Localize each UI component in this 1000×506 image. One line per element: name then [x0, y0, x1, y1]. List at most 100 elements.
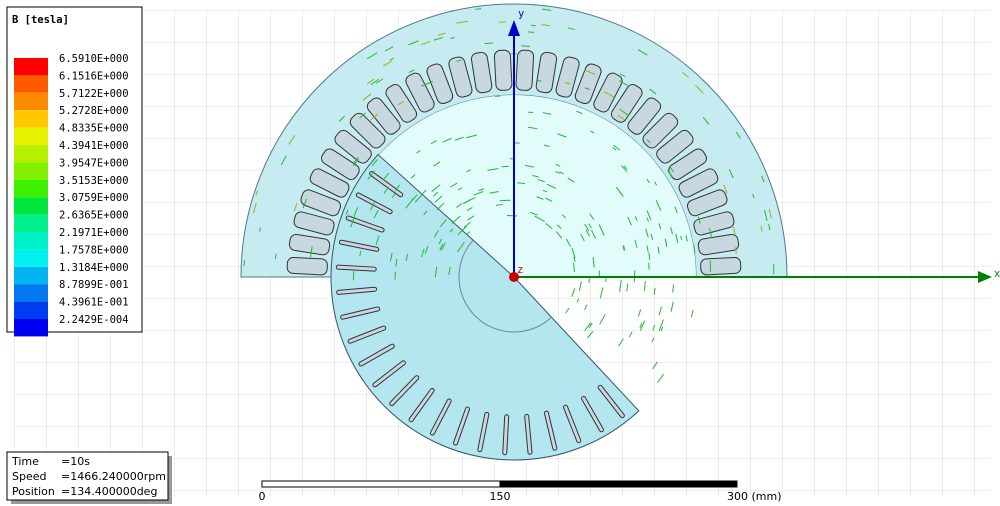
legend-label: 4.3961E-001 — [59, 297, 129, 309]
info-value: =134.400000deg — [61, 485, 157, 498]
legend-label: 3.9547E+000 — [59, 157, 129, 169]
flux-vector — [433, 36, 444, 41]
stator-slot — [405, 72, 435, 113]
flux-vector — [389, 252, 393, 262]
flux-vector — [359, 112, 366, 119]
rotor-bar-fill — [598, 385, 624, 418]
stator-slot — [366, 97, 401, 135]
flux-vector — [366, 78, 375, 85]
flux-vector — [567, 27, 575, 31]
info-key: Position — [12, 485, 55, 498]
flux-vector — [537, 80, 542, 82]
flux-vector — [670, 301, 674, 312]
flux-vector — [653, 288, 656, 295]
flux-vector — [561, 214, 567, 219]
y-axis-label: y — [518, 8, 524, 20]
stator-slot — [288, 233, 331, 256]
flux-vector — [373, 209, 379, 219]
flux-vector — [382, 172, 390, 181]
flux-vector — [369, 202, 375, 211]
flux-vector — [675, 233, 679, 244]
stator-slot — [555, 56, 580, 98]
flux-vector — [527, 126, 538, 130]
flux-vector — [384, 46, 394, 52]
rotor-bar-fill — [564, 405, 581, 443]
flux-vector — [584, 304, 588, 311]
flux-vector — [571, 247, 576, 259]
machine-geometry — [240, 3, 788, 461]
z-axis-label: z — [517, 264, 523, 276]
flux-vector — [437, 32, 446, 36]
legend-swatch — [14, 145, 48, 163]
legend-swatch — [14, 127, 48, 145]
legend-title: B [tesla] — [12, 14, 69, 26]
flux-vector — [457, 187, 463, 191]
flux-vector — [408, 69, 415, 74]
flux-vector — [416, 150, 421, 154]
rotor-bar-fill — [478, 412, 489, 452]
stator-slot — [349, 112, 386, 149]
flux-vector — [338, 115, 345, 122]
rotor-bar-fill — [525, 414, 532, 454]
flux-vector — [438, 238, 443, 245]
flux-vector — [366, 52, 378, 60]
flux-vector — [545, 197, 553, 202]
flux-vector — [618, 338, 624, 347]
flux-vector — [690, 310, 694, 318]
flux-vector — [559, 171, 564, 175]
legend-swatch — [14, 319, 48, 337]
flux-vector — [573, 262, 575, 272]
flux-vector — [670, 227, 674, 235]
overlay: x y z B [tesla] 6.5910E+000 6.1516E+000 5.… — [6, 6, 1000, 504]
flux-vector — [580, 234, 585, 242]
rotor-bar-fill — [390, 376, 419, 406]
legend-label: 4.3941E+000 — [59, 140, 129, 152]
flux-vector — [652, 324, 656, 331]
flux-vector — [567, 177, 575, 183]
flux-vector — [674, 206, 678, 214]
flux-vector — [555, 163, 561, 167]
flux-vector — [420, 189, 427, 196]
flux-vector — [359, 250, 362, 257]
flux-vector — [546, 183, 557, 189]
stator-slot — [610, 84, 643, 123]
flux-vector — [456, 20, 469, 24]
stator-slot — [426, 63, 454, 105]
stator-slot — [700, 256, 742, 276]
flux-vector — [537, 179, 545, 183]
flux-vector — [524, 164, 535, 168]
info-key: Time — [11, 455, 39, 468]
legend-swatch — [14, 197, 48, 215]
legend-label: 5.2728E+000 — [59, 105, 129, 117]
legend-label: 1.7578E+000 — [59, 244, 129, 256]
flux-vector — [658, 306, 662, 316]
flux-vector — [463, 221, 471, 228]
flux-vector — [667, 170, 673, 178]
flux-vector — [618, 80, 628, 87]
flux-vector — [259, 227, 261, 232]
x-arrow — [978, 271, 992, 283]
flux-vector — [588, 223, 592, 229]
flux-vector — [652, 361, 658, 370]
flux-vector — [530, 211, 538, 216]
flux-vector — [645, 228, 649, 238]
flux-vector — [431, 184, 441, 192]
flux-vector — [466, 231, 471, 235]
flux-vector — [555, 171, 560, 174]
flux-vector — [383, 186, 389, 194]
stator-slot — [300, 189, 342, 217]
flux-vector — [646, 245, 649, 252]
flux-vector — [664, 238, 668, 247]
legend-swatch — [14, 110, 48, 128]
flux-vector — [628, 331, 633, 338]
flux-vector — [599, 287, 604, 299]
flux-vector — [583, 69, 596, 75]
flux-vector — [456, 203, 463, 208]
flux-vector — [371, 159, 378, 167]
legend-label: 2.2429E-004 — [59, 314, 129, 326]
flux-vector — [697, 216, 701, 224]
legend-swatch — [14, 232, 48, 250]
flux-vector — [752, 194, 755, 199]
legend-label: 3.0759E+000 — [59, 192, 129, 204]
